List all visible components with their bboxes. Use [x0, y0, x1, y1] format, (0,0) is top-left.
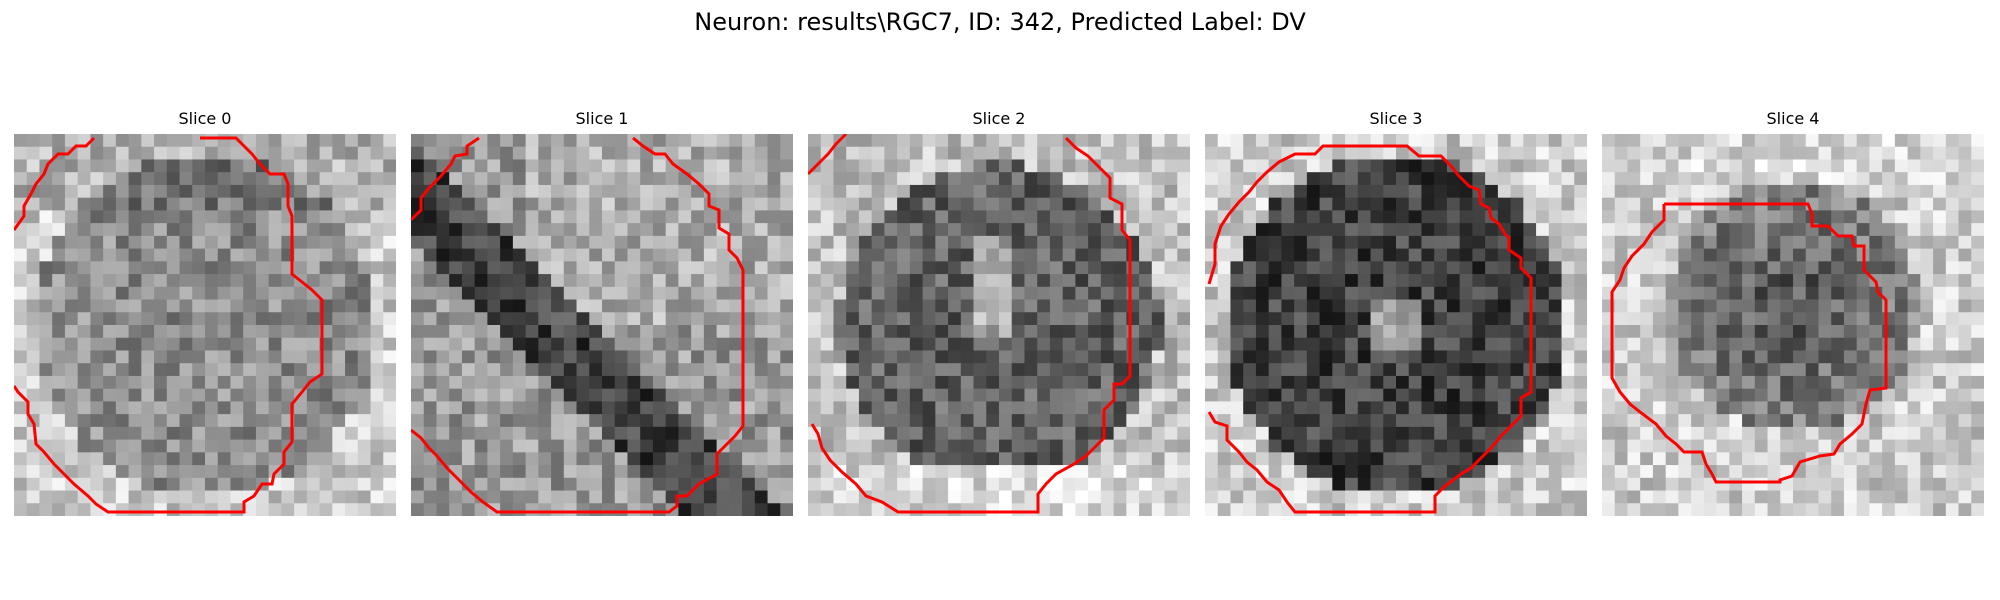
figure-title: Neuron: results\RGC7, ID: 342, Predicted… — [694, 8, 1306, 36]
slice-contour-2 — [808, 134, 848, 176]
slice-panel-0: Slice 0 — [14, 108, 396, 516]
slice-panel-1: Slice 1 — [411, 108, 793, 516]
slice-image-4 — [1602, 134, 1984, 516]
slice-pixels-3 — [1205, 134, 1587, 516]
slice-image-2 — [808, 134, 1190, 516]
slice-contour-1b — [411, 136, 745, 514]
slice-pixels-4 — [1602, 134, 1984, 516]
slice-contour-0b — [14, 136, 324, 514]
slice-pixels-2 — [808, 134, 1190, 516]
slice-title-4: Slice 4 — [1766, 109, 1820, 128]
slice-panel-4: Slice 4 — [1602, 108, 1984, 516]
slice-contour-1 — [411, 136, 480, 222]
slice-title-0: Slice 0 — [178, 109, 232, 128]
slice-contour-0 — [14, 136, 96, 231]
slice-panel-3: Slice 3 — [1205, 108, 1587, 516]
slice-pixels-1 — [411, 134, 793, 516]
slice-image-0 — [14, 134, 396, 516]
slice-title-2: Slice 2 — [972, 109, 1026, 128]
slice-image-3 — [1205, 134, 1587, 516]
slice-contour-2b — [810, 136, 1132, 514]
slice-contour-3 — [1207, 144, 1533, 514]
slice-title-1: Slice 1 — [575, 109, 629, 128]
slice-contour-4 — [1610, 202, 1888, 484]
slice-pixels-0 — [14, 134, 396, 516]
slice-panel-2: Slice 2 — [808, 108, 1190, 516]
slice-title-3: Slice 3 — [1369, 109, 1423, 128]
slice-image-1 — [411, 134, 793, 516]
